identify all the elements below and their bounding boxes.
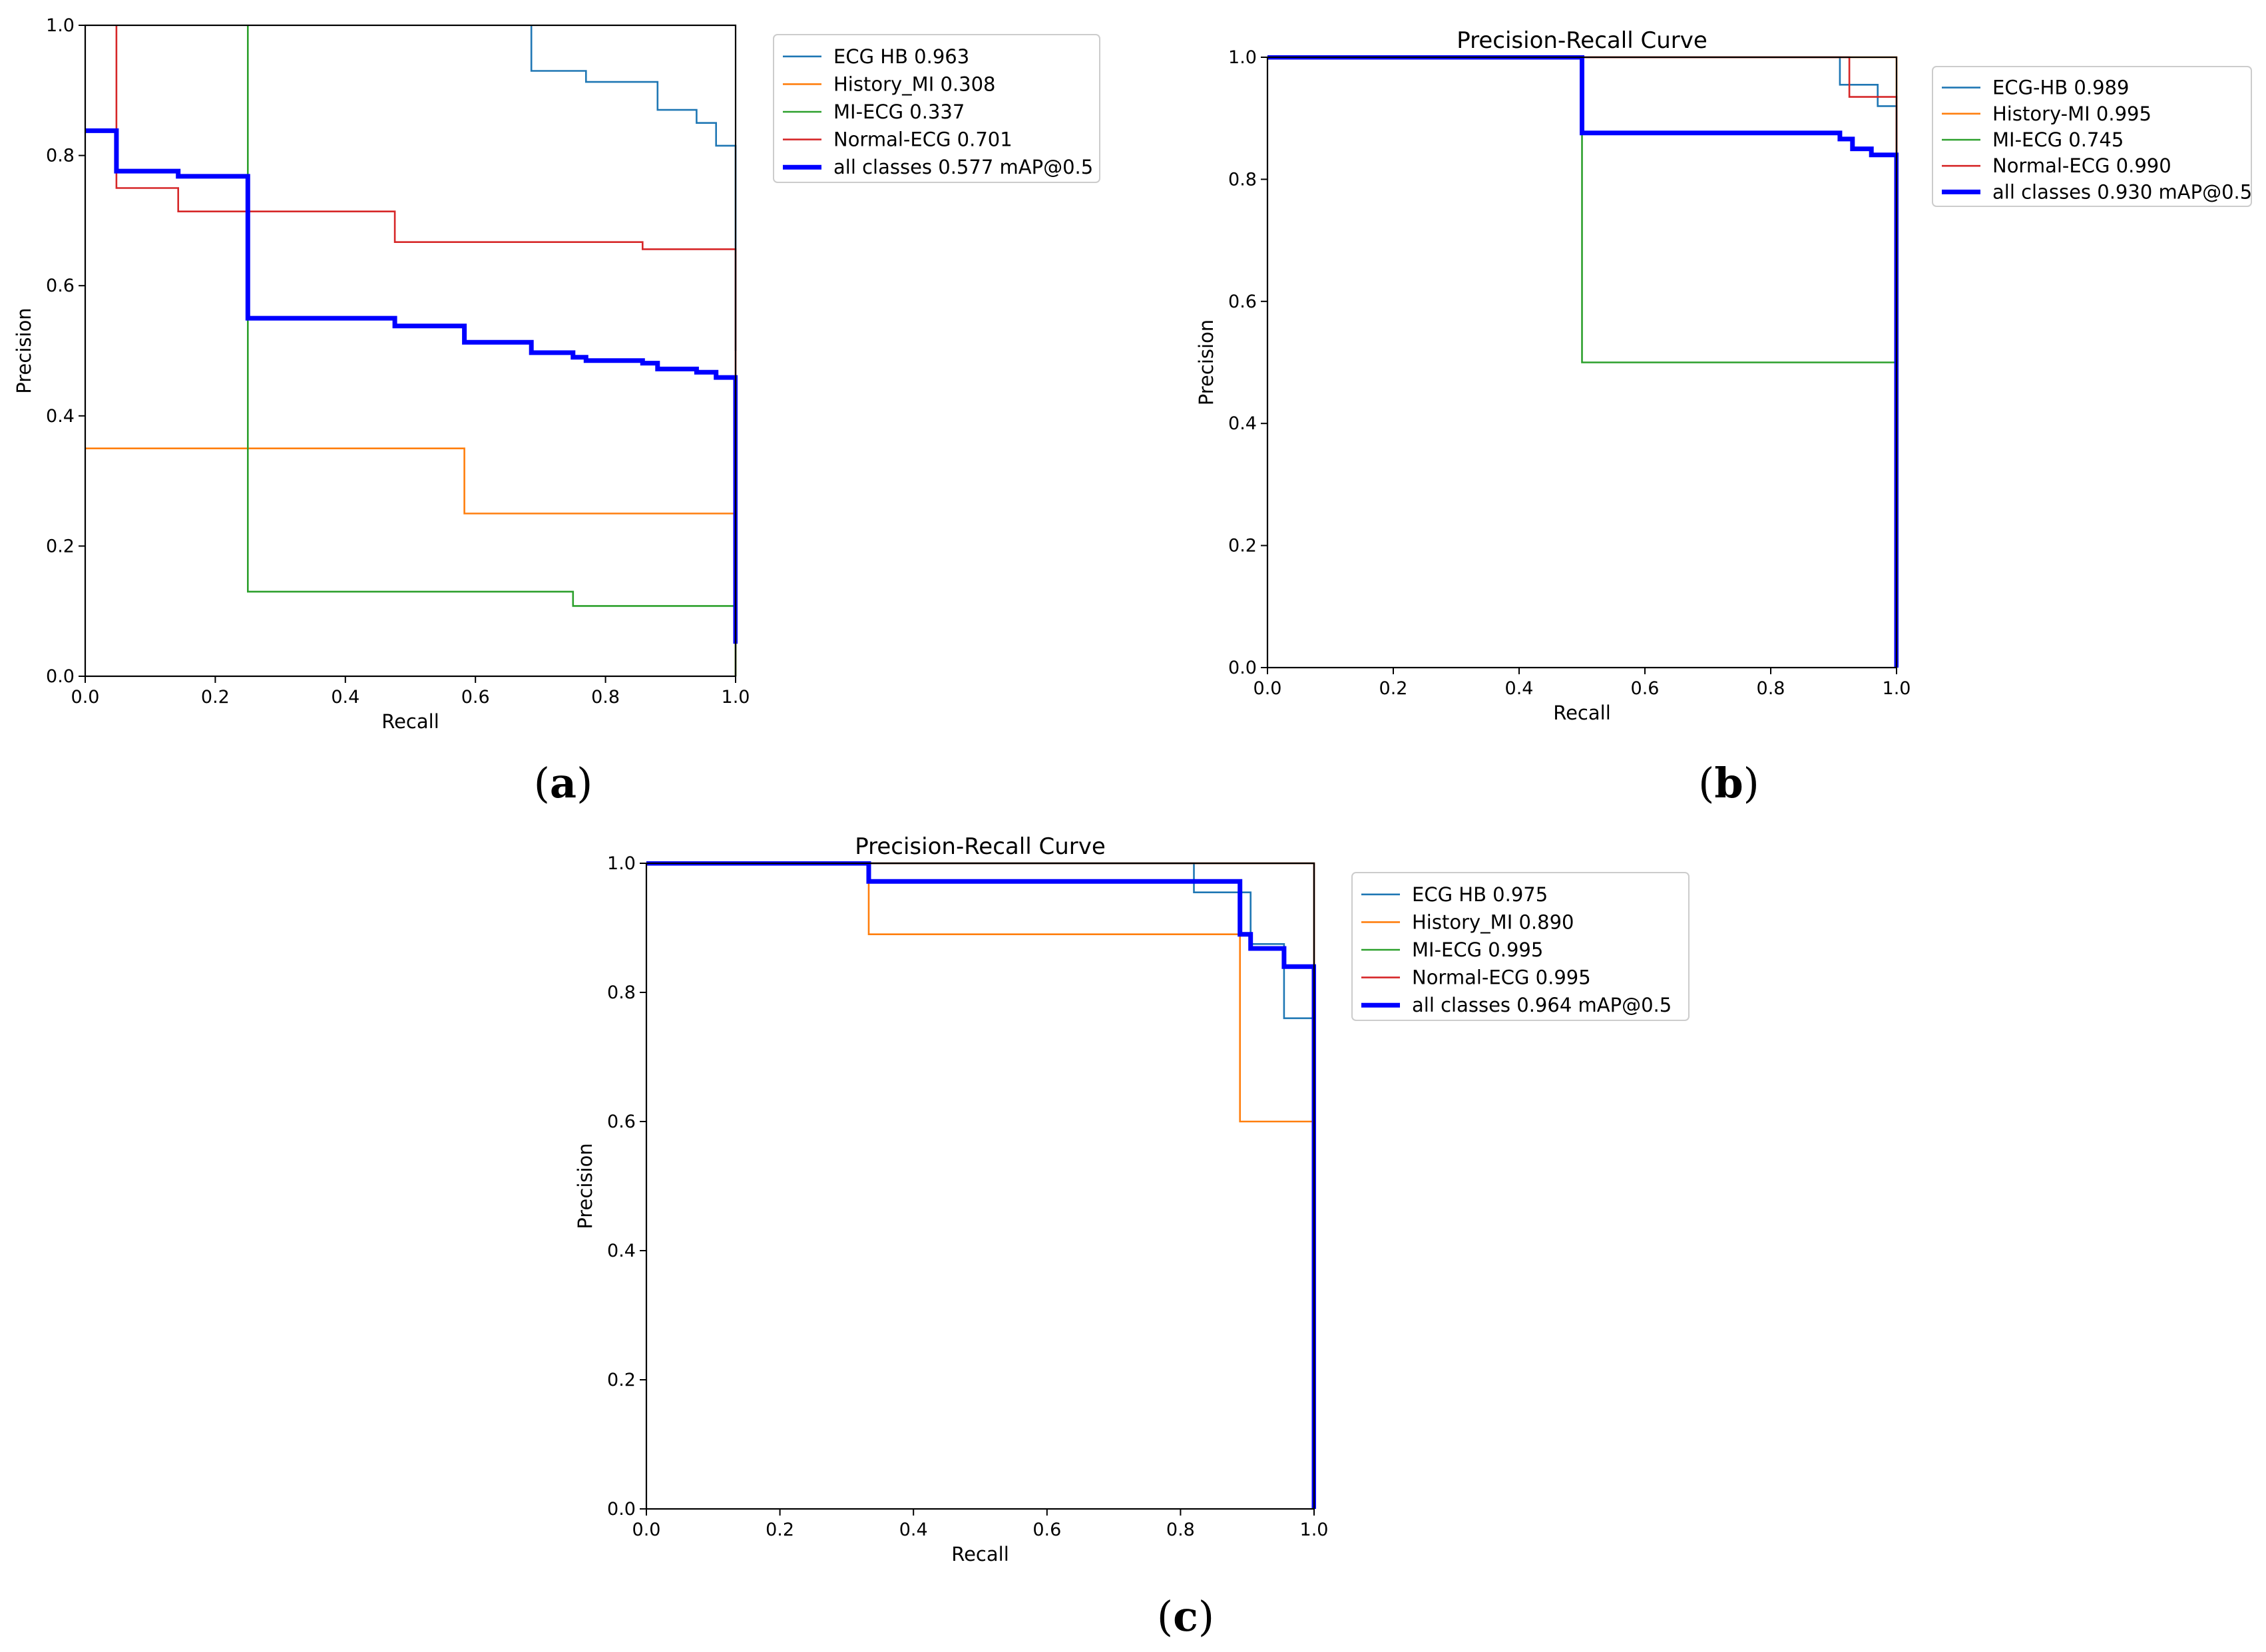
panel-label-b: (b) — [1698, 759, 1759, 807]
y-tick-label: 1.0 — [1228, 47, 1257, 68]
panel-c: Precision-Recall Curve 0.0 0.2 0.4 0.6 0.8 1.0… — [574, 833, 1690, 1565]
series-line-mi-ecg — [1267, 56, 1898, 668]
y-tick-label: 0.2 — [607, 1370, 636, 1390]
x-tick-label: 0.0 — [632, 1520, 661, 1540]
plot-frame — [84, 24, 737, 678]
series-line-normal-ecg — [115, 25, 737, 416]
legend-box — [1932, 66, 2252, 207]
legend-entry: Normal-ECG 0.990 — [1992, 154, 2171, 177]
legend: ECG-HB 0.989 History-MI 0.995 MI-ECG 0.745… — [1932, 66, 2252, 207]
legend-box — [773, 34, 1100, 183]
x-tick-label: 0.2 — [1379, 678, 1408, 699]
legend-entry: History_MI 0.890 — [1412, 911, 1574, 933]
y-tick-label: 0.4 — [46, 406, 75, 427]
series-line-history-mi — [85, 447, 737, 676]
x-tick-label: 0.0 — [1253, 678, 1282, 699]
y-tick-label: 0.2 — [1228, 536, 1257, 556]
legend-entry: MI-ECG 0.995 — [1412, 938, 1543, 961]
y-tick-label: 0.8 — [1228, 169, 1257, 190]
panel-label-a: (a) — [534, 759, 593, 807]
x-tick-label: 0.8 — [1757, 678, 1785, 699]
x-tick-label: 0.2 — [201, 687, 230, 708]
legend-entry: Normal-ECG 0.701 — [833, 128, 1013, 151]
series-line-mi-ecg — [247, 25, 737, 676]
series-line-ecg-hb — [530, 25, 737, 351]
legend-entry: all classes 0.577 mAP@0.5 — [833, 156, 1093, 178]
y-tick-label: 1.0 — [46, 15, 75, 36]
chart-title: Precision-Recall Curve — [1457, 27, 1707, 54]
legend-entry: all classes 0.964 mAP@0.5 — [1412, 994, 1672, 1016]
legend-entry: MI-ECG 0.337 — [833, 101, 965, 123]
series-line-normal-ecg — [646, 862, 1315, 1509]
series-line-history-mi — [646, 862, 1315, 1509]
y-tick-label: 0.2 — [46, 536, 75, 556]
legend-entry: MI-ECG 0.745 — [1992, 128, 2124, 151]
x-tick-label: 0.0 — [71, 687, 100, 708]
x-tick-label: 0.4 — [899, 1520, 928, 1540]
legend-entry: Normal-ECG 0.995 — [1412, 966, 1591, 989]
legend: ECG HB 0.963 History_MI 0.308 MI-ECG 0.337… — [773, 34, 1100, 183]
legend-entry: ECG HB 0.975 — [1412, 883, 1548, 906]
x-tick-label: 0.8 — [591, 687, 620, 708]
x-tick-label: 1.0 — [722, 687, 750, 708]
series-line-all-classes — [85, 128, 738, 644]
y-tick-label: 0.0 — [1228, 658, 1257, 678]
x-tick-label: 0.2 — [766, 1520, 794, 1540]
y-axis-label: Precision — [1195, 319, 1218, 405]
panel-a: 0.0 0.2 0.4 0.6 0.8 1.0 0.0 0.2 0.4 0.6 0.8 1.0 Reca… — [13, 15, 1100, 733]
y-tick-label: 0.6 — [46, 276, 75, 296]
plot-frame — [1266, 56, 1898, 669]
y-tick-label: 0.8 — [46, 146, 75, 166]
legend-entry: ECG HB 0.963 — [833, 45, 969, 68]
legend: ECG HB 0.975 History_MI 0.890 MI-ECG 0.995… — [1351, 872, 1690, 1021]
plot-frame — [645, 862, 1315, 1510]
y-tick-label: 0.8 — [607, 982, 636, 1003]
y-tick-label: 0.4 — [1228, 413, 1257, 434]
y-tick-label: 0.0 — [46, 666, 75, 687]
legend-entry: History-MI 0.995 — [1992, 103, 2152, 125]
x-tick-label: 0.6 — [461, 687, 490, 708]
x-tick-label: 0.4 — [1505, 678, 1534, 699]
series-lines — [1267, 55, 1899, 668]
series-lines — [85, 25, 738, 676]
y-tick-label: 0.6 — [607, 1112, 636, 1132]
panel-label-c: (c) — [1157, 1592, 1214, 1641]
y-tick-label: 1.0 — [607, 853, 636, 874]
legend-box — [1351, 872, 1690, 1021]
x-tick-label: 1.0 — [1300, 1520, 1329, 1540]
legend-entry: ECG-HB 0.989 — [1992, 77, 2129, 99]
x-axis-label: Recall — [381, 710, 439, 733]
x-tick-label: 0.6 — [1032, 1520, 1061, 1540]
x-axis-label: Recall — [1553, 702, 1611, 724]
y-tick-label: 0.4 — [607, 1241, 636, 1261]
x-axis-label: Recall — [951, 1543, 1009, 1565]
x-tick-label: 0.8 — [1166, 1520, 1195, 1540]
legend-entry: History_MI 0.308 — [833, 73, 995, 95]
y-axis-label: Precision — [13, 308, 35, 393]
chart-title: Precision-Recall Curve — [855, 833, 1106, 860]
series-line-all-classes — [1267, 55, 1899, 668]
y-tick-label: 0.6 — [1228, 292, 1257, 312]
x-tick-label: 0.4 — [331, 687, 359, 708]
panel-b: Precision-Recall Curve 0.0 0.2 0.4 0.6 0.8 1.0… — [1195, 27, 2252, 724]
series-lines — [646, 861, 1316, 1509]
series-line-ecg-hb — [646, 862, 1315, 1509]
x-tick-label: 0.6 — [1631, 678, 1660, 699]
legend-entry: all classes 0.930 mAP@0.5 — [1992, 180, 2252, 203]
y-axis-label: Precision — [574, 1143, 596, 1229]
y-tick-label: 0.0 — [607, 1499, 636, 1520]
series-line-all-classes — [646, 861, 1316, 1509]
x-tick-label: 1.0 — [1883, 678, 1911, 699]
series-line-mi-ecg — [646, 862, 1315, 1509]
